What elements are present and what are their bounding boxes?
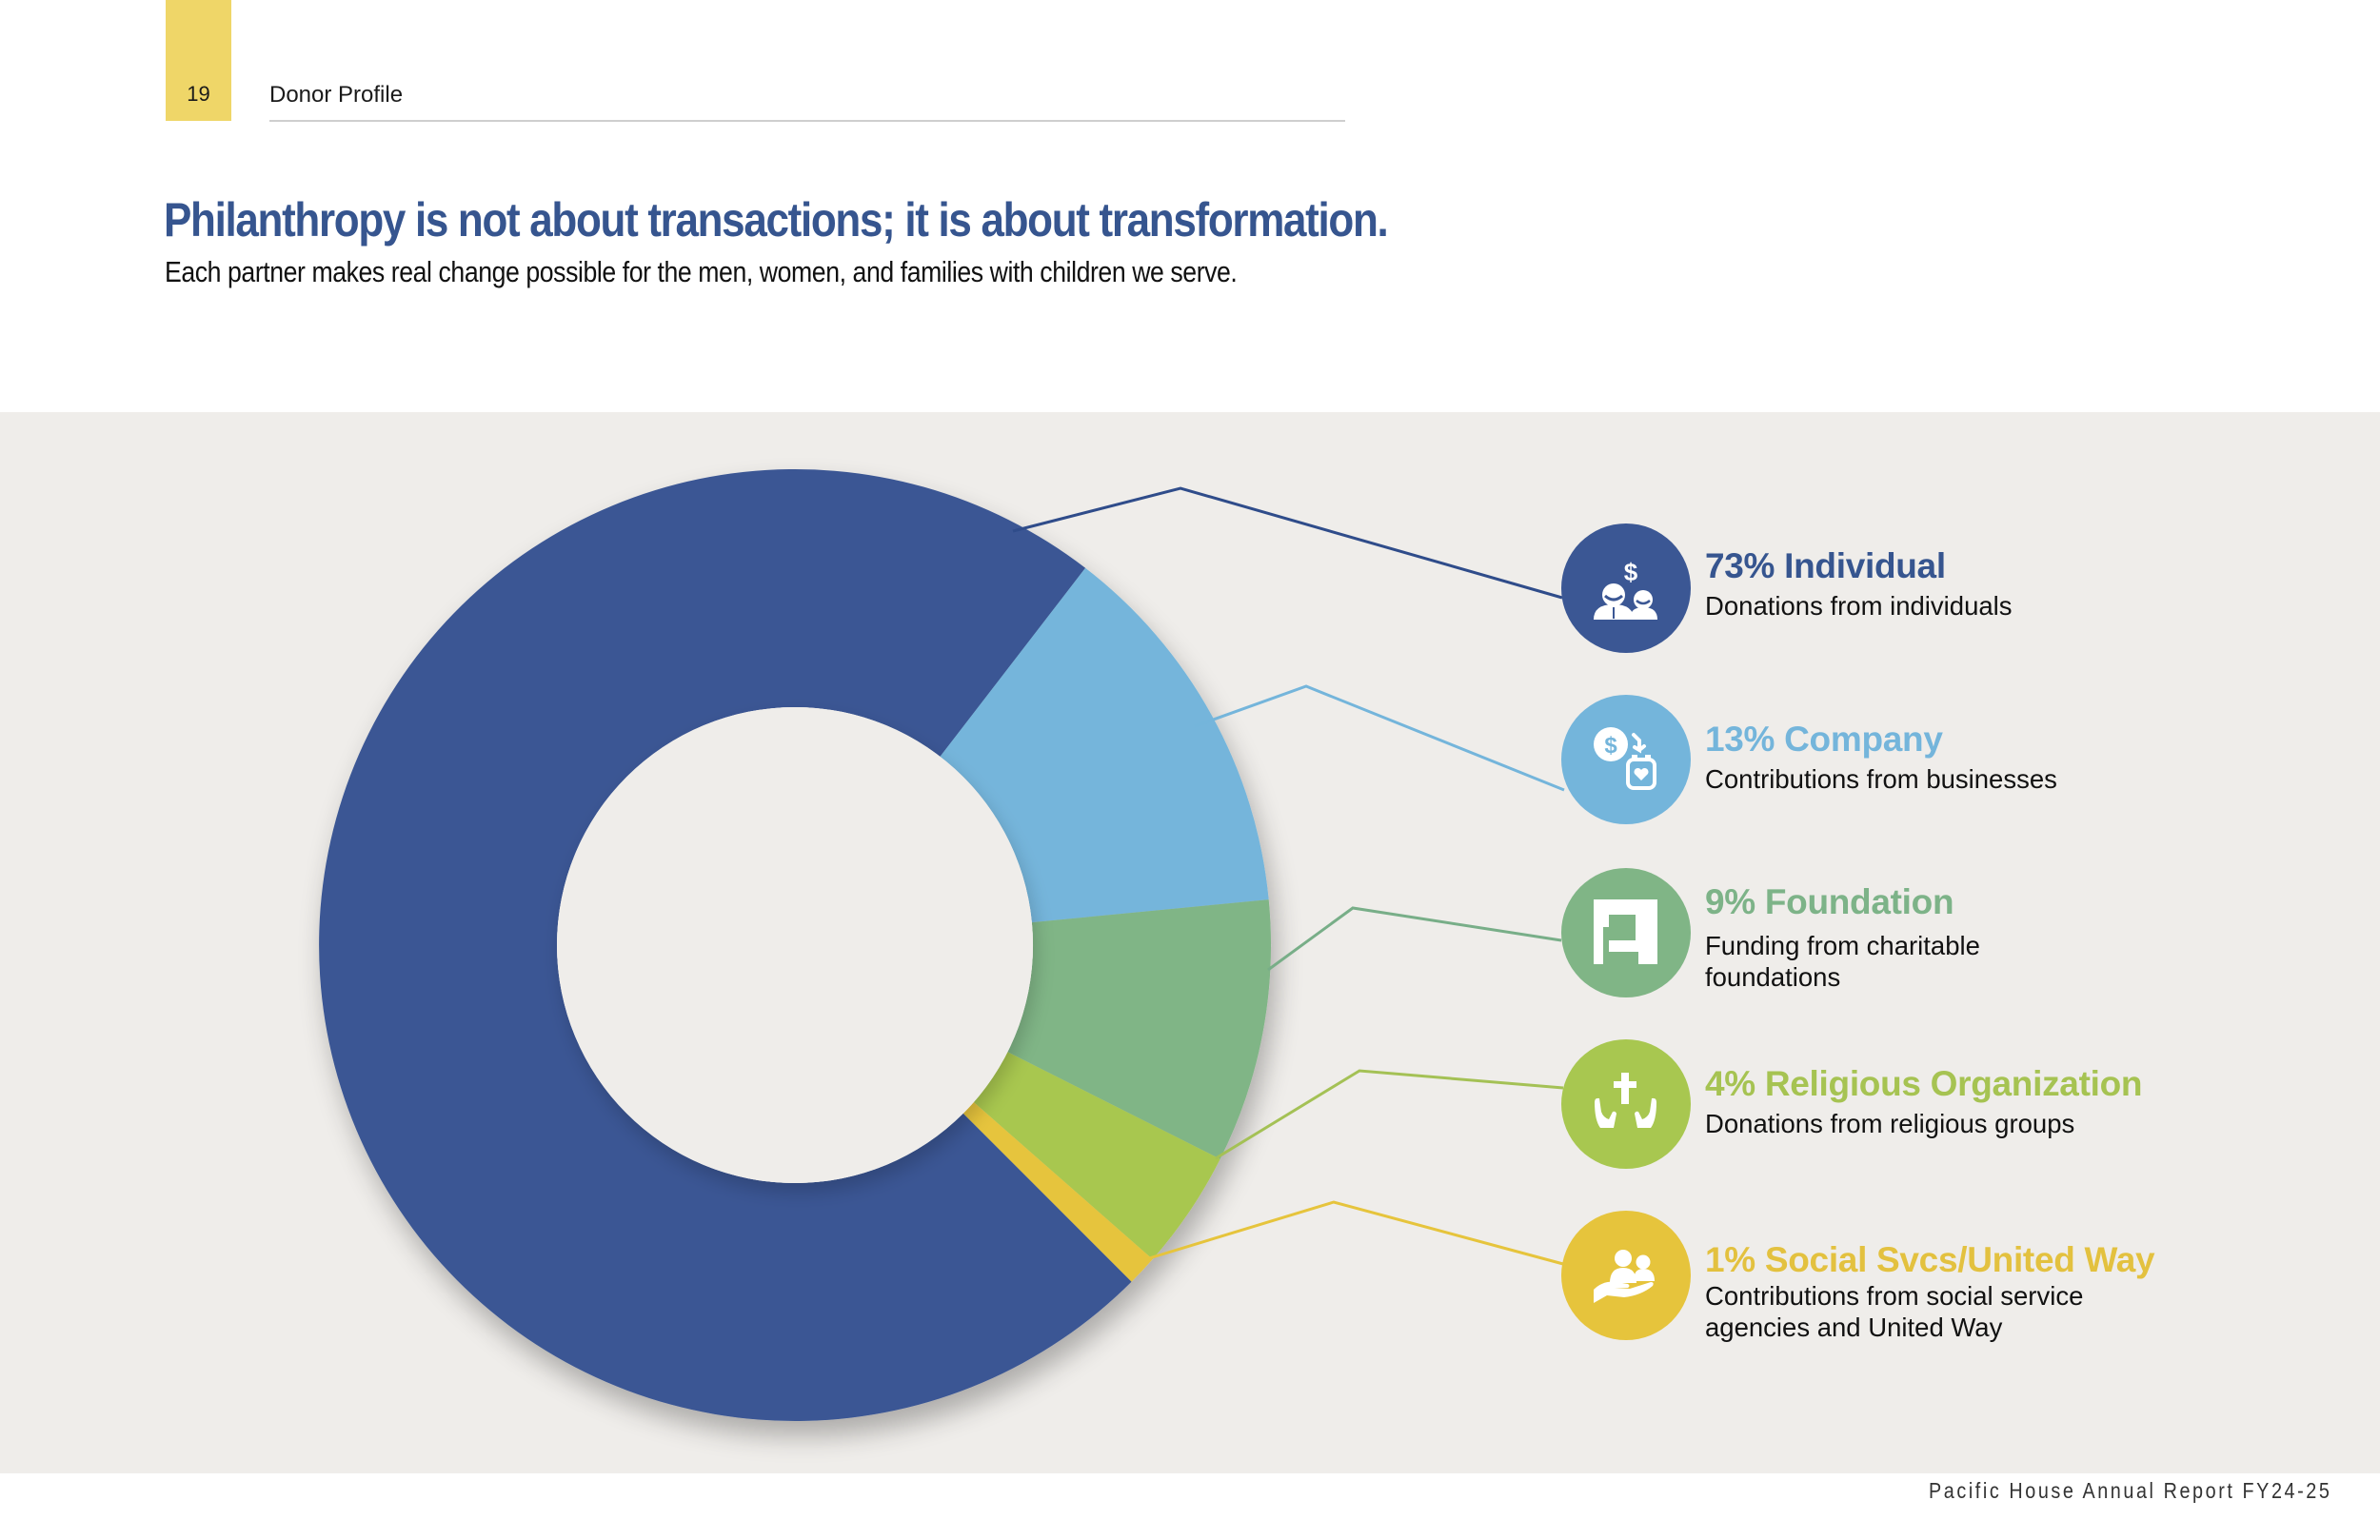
slice-individual[interactable] [319, 468, 1132, 1421]
cross-hands-icon [1561, 1039, 1691, 1169]
business-giving-icon: $ [1561, 695, 1691, 824]
legend-description-line2: foundations [1705, 962, 1841, 992]
connector-religious [1215, 1069, 1564, 1160]
svg-text:$: $ [1604, 733, 1617, 759]
page-tab [166, 0, 231, 121]
connector-foundation [1267, 906, 1562, 972]
legend-heading: 4% Religious Organization [1705, 1064, 2143, 1103]
legend-heading: 1% Social Svcs/United Way [1705, 1240, 2155, 1279]
slice-social-services[interactable] [962, 1102, 1153, 1282]
donut-hole-fill [557, 707, 1033, 1183]
legend-description-line1: Contributions from social service [1705, 1281, 2084, 1311]
page-title: Philanthropy is not about transactions; … [164, 193, 1389, 247]
slice-foundation[interactable] [1007, 899, 1272, 1159]
donut-ring [319, 468, 1272, 1421]
foundation-square-icon [1561, 868, 1691, 997]
svg-text:$: $ [1624, 558, 1638, 586]
legend-description: Donations from individuals [1705, 591, 2013, 621]
legend-heading: 73% Individual [1705, 546, 1946, 585]
people-donation-icon: $ [1561, 523, 1691, 653]
header-divider [269, 120, 1345, 122]
legend-description: Contributions from businesses [1705, 764, 2057, 794]
legend-item-company: 13% Company Contributions from businesse… [1705, 720, 2057, 795]
connector-company [1194, 684, 1565, 792]
legend-item-social-services: 1% Social Svcs/United Way Contributions … [1705, 1240, 2155, 1343]
legend-item-individual: 73% Individual Donations from individual… [1705, 546, 2013, 622]
legend-item-religious: 4% Religious Organization Donations from… [1705, 1064, 2142, 1139]
slice-religious[interactable] [973, 1052, 1220, 1259]
page-subtitle: Each partner makes real change possible … [165, 255, 1238, 288]
footer-report-title: Pacific House Annual Report FY24-25 [1929, 1478, 2332, 1503]
connector-individual [1012, 486, 1563, 600]
legend-heading: 9% Foundation [1705, 882, 1954, 921]
legend-description-line2: agencies and United Way [1705, 1313, 2003, 1342]
hand-people-icon [1561, 1211, 1691, 1340]
connector-social [1148, 1200, 1564, 1266]
legend-description: Donations from religious groups [1705, 1109, 2075, 1138]
legend-item-foundation: 9% Foundation Funding from charitable fo… [1705, 882, 1980, 993]
slice-company[interactable] [940, 567, 1269, 923]
legend-description-line1: Funding from charitable [1705, 931, 1980, 960]
section-label: Donor Profile [269, 82, 404, 108]
page-number: 19 [187, 82, 210, 106]
legend-heading: 13% Company [1705, 720, 1943, 759]
